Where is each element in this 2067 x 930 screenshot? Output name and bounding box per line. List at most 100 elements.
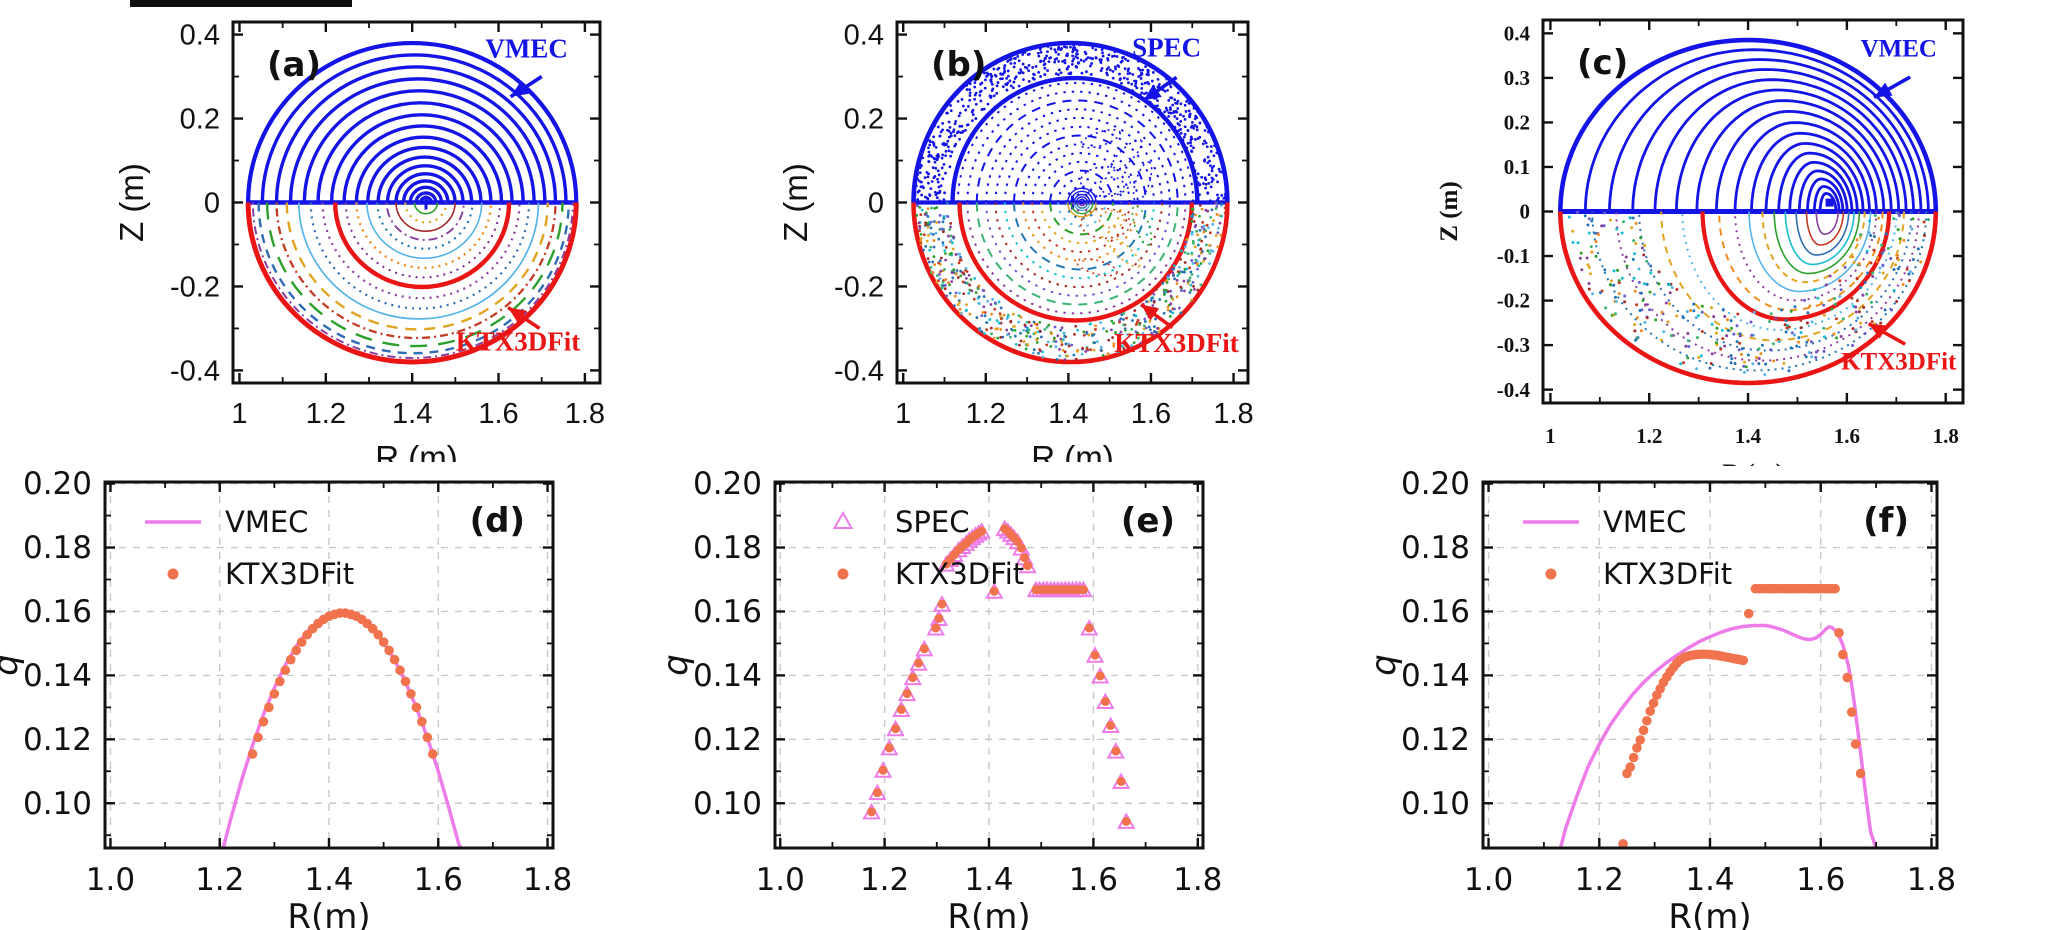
x-tick-label: 1.8 <box>565 398 605 430</box>
y-tick-label: 0.2 <box>844 103 884 135</box>
x-tick-label: 1 <box>231 398 247 430</box>
panel-tag: (d) <box>470 501 525 541</box>
y-tick-label: -0.2 <box>834 271 884 303</box>
y-tick-label: 0 <box>1520 200 1531 224</box>
panel-c-top-vmec <box>1558 37 1939 212</box>
y-tick-label: 0 <box>868 187 884 219</box>
x-tick-label: 1.8 <box>1933 424 1959 448</box>
y-tick-label: 0.12 <box>1401 722 1470 758</box>
x-tick-label: 1.2 <box>195 862 244 898</box>
panel-b-top-spec <box>911 41 1230 204</box>
panel-c-axes: 1 1.2 1.4 1.6 1.8 -0.4 -0.3 -0.2 -0.1 0 0.1 0.2 0.3 0… <box>1436 18 1965 466</box>
y-tick-label: 0.4 <box>180 19 220 51</box>
x-tick-label: 1.6 <box>1796 862 1845 898</box>
x-axis-label: R (m) <box>375 439 457 462</box>
x-tick-label: 1.2 <box>1575 862 1624 898</box>
panel-e-series <box>862 519 1136 829</box>
x-tick-label: 1 <box>895 398 911 430</box>
y-tick-label: 0.12 <box>693 722 762 758</box>
y-axis-label: Z (m) <box>1436 181 1463 241</box>
x-tick-label: 1.4 <box>392 398 432 430</box>
y-tick-label: 0.3 <box>1504 66 1530 90</box>
panel-d-axes: 1.0 1.2 1.4 1.6 1.8 0.10 0.12 0.14 0.16 0.18 0.20 R… <box>0 466 572 930</box>
panel-a-annotations: VMEC KTX3DFit <box>456 34 581 357</box>
y-tick-label: 0.14 <box>1401 658 1470 694</box>
legend-label-vmec: VMEC <box>225 505 308 539</box>
panel-c-canvas: VMEC KTX3DFit (c) 1 1.2 1.4 1.6 1.8 -0.4 -0.3 -0.2… <box>1436 18 1965 466</box>
x-tick-label: 1.6 <box>414 862 463 898</box>
y-tick-label: -0.2 <box>170 271 220 303</box>
x-tick-label: 1.4 <box>1685 862 1734 898</box>
y-tick-label: 0.2 <box>180 103 220 135</box>
y-axis-label: q <box>660 654 696 676</box>
panel-d-q-profile: VMEC KTX3DFit (d) 1.0 1.2 1.4 1.6 1.8 0.10 0.12 0.… <box>0 462 645 930</box>
y-tick-label: 0.10 <box>1401 786 1470 822</box>
panel-tag: (b) <box>931 45 986 85</box>
x-tick-label: 1.8 <box>1907 862 1956 898</box>
x-tick-label: 1.4 <box>304 862 353 898</box>
x-tick-label: 1.0 <box>756 862 805 898</box>
panel-b-bottom-ktx3dfit <box>911 201 1230 364</box>
x-tick-label: 1.8 <box>1173 862 1222 898</box>
panel-b-poincare: SPEC KTX3DFit (b) 1 1.2 1.4 1.6 1.8 -0.4 -0.2 0 0.2… <box>760 0 1305 462</box>
x-tick-label: 1.8 <box>1213 398 1253 430</box>
panel-e-q-profile: SPEC KTX3DFit (e) 1.0 1.2 1.4 1.6 1.8 0.10 0.12 0.… <box>660 462 1305 930</box>
y-tick-label: -0.1 <box>1497 244 1530 268</box>
y-tick-label: 0.20 <box>23 466 92 502</box>
annotation-ktx3dfit: KTX3DFit <box>456 326 581 356</box>
panel-a-bottom-ktx3dfit <box>245 202 579 365</box>
panel-d-legend: VMEC KTX3DFit <box>145 505 354 591</box>
y-axis-label: Z (m) <box>113 163 150 242</box>
y-tick-label: 0.18 <box>1401 530 1470 566</box>
cropped-caption-bar <box>130 0 352 7</box>
x-tick-label: 1 <box>1545 424 1556 448</box>
panel-tag: (c) <box>1577 43 1628 83</box>
panel-a-flux-surfaces: VMEC KTX3DFit (a) 1 1.2 1.4 1.6 1.8 -0.4 -0.2 0 0.2… <box>100 0 645 462</box>
legend-label-ktx3dfit: KTX3DFit <box>225 557 354 591</box>
panel-f-q-profile: VMEC KTX3DFit (f) 1.0 1.2 1.4 1.6 1.8 0.10 0.12 0.… <box>1360 462 2067 930</box>
legend-label-ktx3dfit: KTX3DFit <box>1603 557 1732 591</box>
x-axis-label: R (m) <box>1031 439 1113 462</box>
x-tick-label: 1.8 <box>523 862 572 898</box>
y-tick-label: 0 <box>204 187 220 219</box>
panel-f-canvas: VMEC KTX3DFit (f) 1.0 1.2 1.4 1.6 1.8 0.10 0.12 0.… <box>1364 466 1956 930</box>
y-tick-label: 0.14 <box>23 658 92 694</box>
panel-f-series <box>1558 583 1878 848</box>
x-tick-label: 1.6 <box>478 398 518 430</box>
x-tick-label: 1.6 <box>1834 424 1860 448</box>
panel-c-annotations: VMEC KTX3DFit <box>1841 36 1957 376</box>
y-tick-label: 0.16 <box>693 594 762 630</box>
series-ktx3dfit-dots <box>247 608 438 759</box>
panel-tag: (f) <box>1863 501 1909 541</box>
panel-d-grid <box>105 482 553 848</box>
y-tick-label: 0.16 <box>23 594 92 630</box>
y-tick-label: 0.20 <box>1401 466 1470 502</box>
y-tick-label: -0.3 <box>1497 333 1530 357</box>
panel-a-canvas: VMEC KTX3DFit (a) 1 1.2 1.4 1.6 1.8 -0.4 -0.2 0 0.2… <box>113 19 605 462</box>
y-tick-label: -0.4 <box>1497 378 1531 402</box>
y-tick-label: 0.20 <box>693 466 762 502</box>
legend-label-vmec: VMEC <box>1603 505 1686 539</box>
x-axis-label: R(m) <box>947 897 1030 930</box>
x-axis-label: R (m) <box>1722 460 1784 466</box>
legend-label-spec: SPEC <box>895 505 969 539</box>
panel-e-canvas: SPEC KTX3DFit (e) 1.0 1.2 1.4 1.6 1.8 0.10 0.12 0.… <box>660 466 1222 930</box>
panel-f-axes: 1.0 1.2 1.4 1.6 1.8 0.10 0.12 0.14 0.16 0.18 0.20 R… <box>1364 466 1956 930</box>
x-tick-label: 1.0 <box>1464 862 1513 898</box>
y-tick-label: 0.2 <box>1504 111 1530 135</box>
y-axis-label: q <box>0 654 26 676</box>
panel-e-grid <box>775 482 1203 848</box>
y-tick-label: 0.12 <box>23 722 92 758</box>
x-axis-label: R(m) <box>287 897 370 930</box>
series-vmec-line <box>1558 623 1878 848</box>
annotation-vmec: VMEC <box>1861 36 1937 63</box>
y-tick-label: 0.10 <box>23 786 92 822</box>
x-tick-label: 1.4 <box>964 862 1013 898</box>
x-axis-label: R(m) <box>1668 897 1751 930</box>
legend-label-ktx3dfit: KTX3DFit <box>895 557 1024 591</box>
y-tick-label: 0.10 <box>693 786 762 822</box>
panel-c-bottom-ktx3dfit <box>1558 210 1939 386</box>
x-tick-label: 1.4 <box>1735 424 1762 448</box>
y-tick-label: -0.4 <box>170 355 220 387</box>
panel-b-axes: 1 1.2 1.4 1.6 1.8 -0.4 -0.2 0 0.2 0.4 R (m) Z (m) <box>777 19 1254 462</box>
